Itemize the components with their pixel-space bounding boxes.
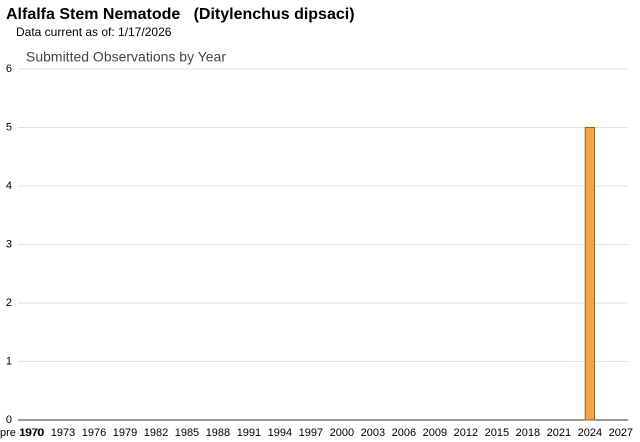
x-tick-label: 2021 (547, 427, 571, 439)
chart-title: Submitted Observations by Year (26, 49, 226, 65)
x-tick-label: 1994 (268, 427, 292, 439)
x-tick-label: 1988 (206, 427, 230, 439)
page-title: Alfalfa Stem Nematode (Ditylenchus dipsa… (6, 6, 355, 23)
x-tick-label: 1991 (237, 427, 261, 439)
x-tick-label: 1970 (20, 427, 44, 439)
y-tick-label: 2 (6, 297, 12, 309)
x-tick-label: 1982 (144, 427, 168, 439)
x-tick-label: 2012 (454, 427, 478, 439)
x-tick-label: 2000 (330, 427, 354, 439)
y-tick-label: 1 (6, 355, 12, 367)
x-tick-label: 1997 (299, 427, 323, 439)
bar (584, 127, 595, 421)
subtitle: Data current as of: 1/17/2026 (16, 25, 172, 39)
x-tick-label: 1979 (113, 427, 137, 439)
y-tick-label: 0 (6, 414, 12, 426)
x-tick-label: 2027 (609, 427, 633, 439)
x-tick-label: 1985 (175, 427, 199, 439)
x-tick-label: 1973 (51, 427, 75, 439)
y-tick-label: 6 (6, 63, 12, 75)
x-tick-label: pre 1970 (0, 427, 43, 439)
x-tick-label: 2015 (485, 427, 509, 439)
y-tick-label: 3 (6, 238, 12, 250)
y-tick-label: 5 (6, 121, 12, 133)
x-tick-label: 1976 (82, 427, 106, 439)
y-tick-label: 4 (6, 180, 12, 192)
x-tick-label: 2018 (516, 427, 540, 439)
x-tick-label: 2006 (392, 427, 416, 439)
x-tick-label: 2003 (361, 427, 385, 439)
x-tick-label: 2024 (578, 427, 602, 439)
x-tick-label: 2009 (423, 427, 447, 439)
